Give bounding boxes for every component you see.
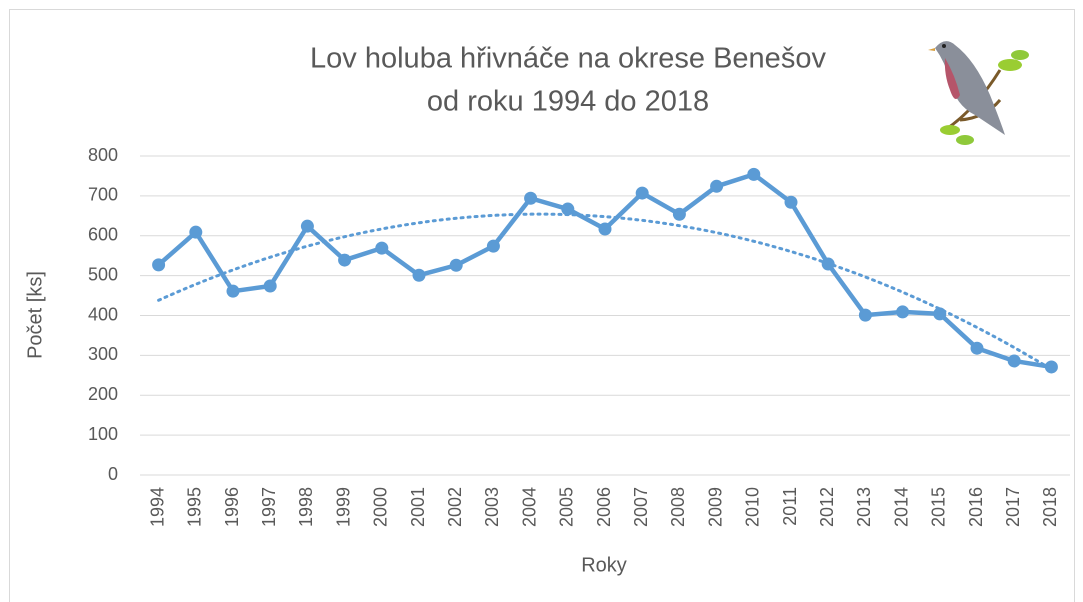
data-point [933,307,946,320]
x-tick-label: 2002 [445,487,465,527]
data-point [673,208,686,221]
x-tick-label: 2009 [705,487,725,527]
x-tick-label: 1996 [222,487,242,527]
chart-subtitle: od roku 1994 do 2018 [427,86,709,118]
x-tick-label: 2000 [371,487,391,527]
x-tick-label: 1998 [296,487,316,527]
data-point [301,220,314,233]
y-tick-label: 700 [88,185,118,205]
data-point [152,258,165,271]
data-point [487,240,500,253]
x-tick-label: 2014 [891,487,911,527]
x-tick-label: 1994 [147,487,167,527]
data-point [896,305,909,318]
data-point [375,242,388,255]
x-tick-label: 1999 [333,487,353,527]
x-tick-label: 2007 [631,487,651,527]
data-point [1045,360,1058,373]
x-tick-label: 2006 [594,487,614,527]
y-tick-label: 100 [88,424,118,444]
data-point [636,187,649,200]
data-point [747,168,760,181]
x-tick-label: 2001 [408,487,428,527]
y-tick-label: 800 [88,145,118,165]
data-point [450,259,463,272]
x-tick-label: 2008 [668,487,688,527]
x-tick-label: 2011 [780,487,800,526]
x-tick-label: 1995 [185,487,205,527]
data-point [710,180,723,193]
x-tick-label: 2018 [1040,487,1060,527]
data-point [859,309,872,322]
data-point [822,258,835,271]
data-point [524,192,537,205]
data-point [227,285,240,298]
x-tick-label: 2015 [929,487,949,527]
y-tick-label: 0 [108,464,118,484]
x-tick-label: 2003 [482,487,502,527]
y-tick-label: 300 [88,344,118,364]
x-tick-label: 2013 [854,487,874,527]
data-point [785,196,798,209]
data-point [338,254,351,267]
x-tick-label: 2016 [966,487,986,527]
y-axis-title: Počet [ks] [24,271,46,359]
data-point [561,203,574,216]
x-tick-label: 2005 [557,487,577,527]
chart-title: Lov holuba hřivnáče na okrese Benešov [310,43,826,75]
data-point [1008,354,1021,367]
y-tick-label: 500 [88,264,118,284]
y-tick-label: 400 [88,304,118,324]
x-tick-label: 1997 [259,487,279,527]
x-tick-label: 2012 [817,487,837,527]
x-tick-label: 2010 [743,487,763,527]
data-point [971,342,984,355]
x-axis-title: Roky [581,554,627,576]
data-point [189,226,202,239]
x-tick-label: 2017 [1003,487,1023,527]
x-tick-label: 2004 [519,487,539,527]
data-point [599,222,612,235]
data-point [413,269,426,282]
data-point [264,279,277,292]
y-tick-label: 200 [88,384,118,404]
y-tick-label: 600 [88,225,118,245]
chart: Lov holuba hřivnáče na okrese Benešov od… [0,0,1083,602]
